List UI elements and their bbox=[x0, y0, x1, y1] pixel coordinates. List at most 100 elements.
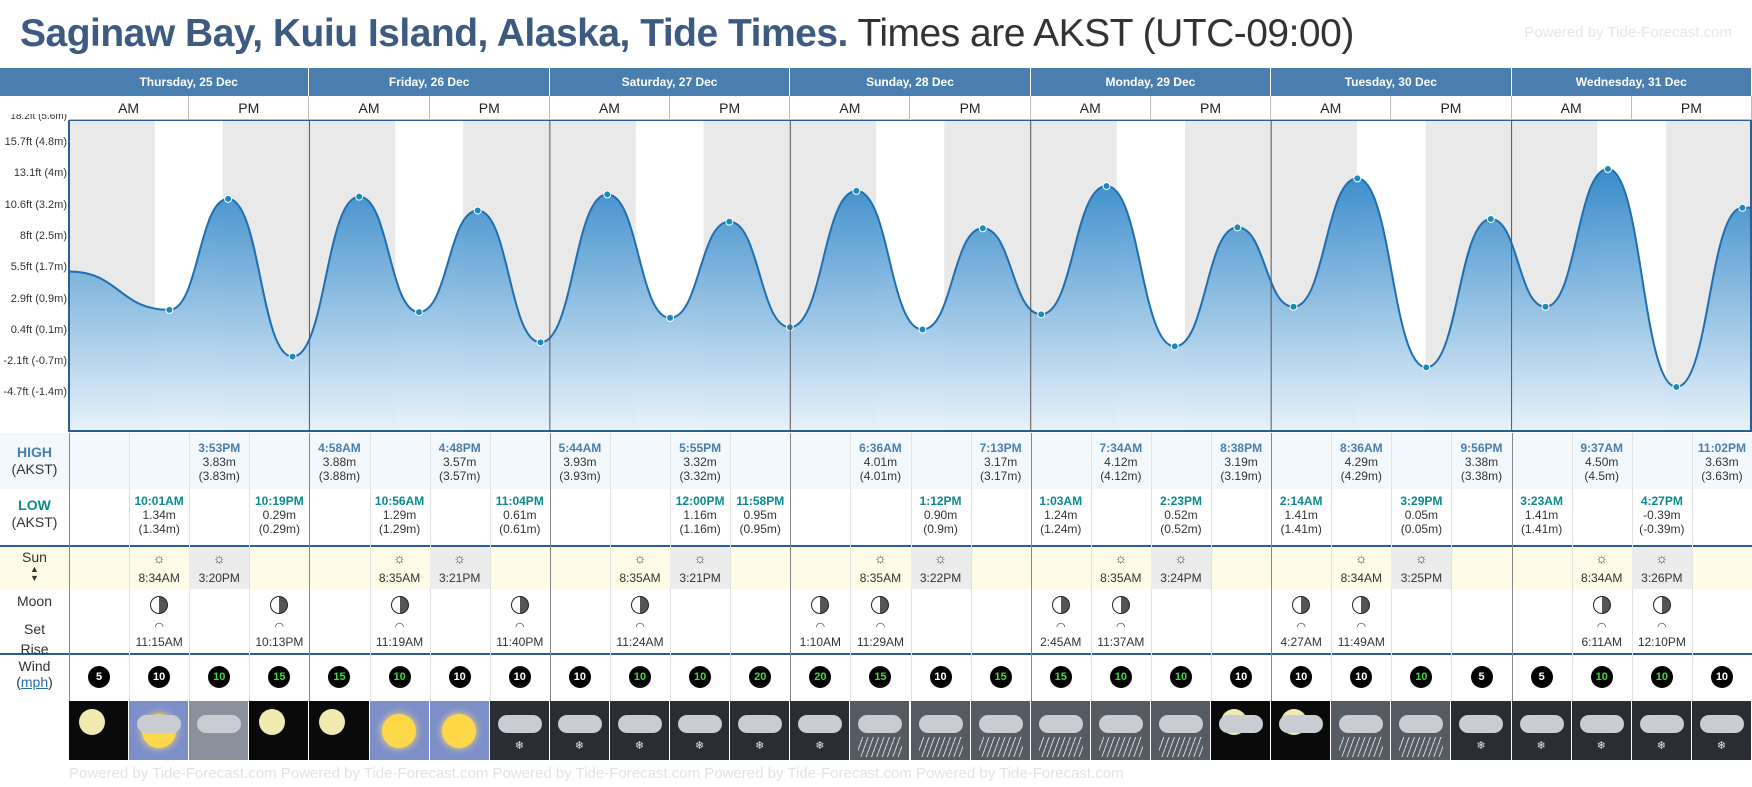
high-height-paren: (3.93m) bbox=[559, 469, 601, 483]
sunset-icon: ☼ bbox=[934, 550, 947, 566]
moon-glyph bbox=[259, 709, 286, 735]
low-height: 1.16m bbox=[683, 508, 717, 522]
tide-high-point[interactable] bbox=[1486, 214, 1495, 223]
low-height: 1.41m bbox=[1524, 508, 1559, 522]
high-row bbox=[0, 433, 1752, 489]
cloud-glyph bbox=[197, 715, 242, 733]
sunrise: ☼ 8:35AM bbox=[850, 547, 910, 589]
am-label: AM bbox=[549, 96, 671, 120]
rain-glyph bbox=[918, 737, 963, 757]
tide-low-point[interactable] bbox=[1672, 382, 1681, 391]
low-height-paren: (-0.39m) bbox=[1639, 522, 1685, 536]
tide-low-point[interactable] bbox=[1170, 342, 1179, 351]
high-height: 3.17m bbox=[983, 455, 1018, 469]
column-divider bbox=[489, 433, 491, 701]
low-height-paren: (0.52m) bbox=[1160, 522, 1202, 536]
low-height: 0.05m bbox=[1404, 508, 1439, 522]
wind-speed-icon: 10 bbox=[148, 666, 171, 688]
tz-label: (AKST) bbox=[11, 514, 58, 530]
day-header: Tuesday, 30 Dec bbox=[1271, 68, 1512, 96]
low-time: 2:23PM bbox=[1159, 494, 1202, 508]
row-divider bbox=[0, 653, 1752, 655]
tide-low-point[interactable] bbox=[536, 338, 545, 347]
wind-speed-icon: 10 bbox=[1169, 666, 1192, 688]
snow-glyph: ❄ bbox=[514, 740, 524, 752]
high-height: 3.57m bbox=[443, 455, 477, 469]
high-height: 4.12m bbox=[1104, 455, 1138, 469]
tide-low-point[interactable] bbox=[666, 313, 675, 322]
moon-rise-icon: ◠ bbox=[394, 621, 405, 633]
tide-chart bbox=[68, 120, 1752, 432]
snow-glyph: ❄ bbox=[815, 740, 825, 752]
low-height-paren: (0.9m) bbox=[923, 522, 958, 536]
moon-phase-icon bbox=[1292, 596, 1311, 614]
sunrise-icon: ☼ bbox=[1595, 550, 1609, 566]
moon-time: 6:11AM bbox=[1581, 635, 1622, 649]
weather-cloud-rain-icon bbox=[910, 701, 970, 760]
weather-cloud-rain-icon bbox=[970, 701, 1030, 760]
moon-set-icon: ◠ bbox=[1296, 621, 1306, 633]
high-cell: 8:36AM 4.29m (4.29m) bbox=[1331, 441, 1391, 483]
low-cell: 1:03AM 1.24m (1.24m) bbox=[1031, 494, 1091, 536]
moon-phase-icon bbox=[1051, 596, 1070, 614]
cloud-glyph bbox=[918, 715, 963, 733]
tide-high-point[interactable] bbox=[1353, 174, 1362, 183]
tide-high-point[interactable] bbox=[473, 206, 482, 215]
weather-moon-night-icon bbox=[69, 701, 129, 760]
high-time: 3:53PM bbox=[198, 441, 241, 455]
tide-high-point[interactable] bbox=[355, 192, 364, 201]
weather-cloud-snow-icon: ❄ bbox=[1691, 701, 1751, 760]
tide-low-point[interactable] bbox=[288, 352, 297, 361]
cloud-glyph bbox=[1098, 715, 1143, 733]
tide-low-point[interactable] bbox=[1422, 363, 1431, 372]
high-cell: 4:58AM 3.88m (3.88m) bbox=[309, 441, 369, 483]
sunrise-time: 8:35AM bbox=[619, 571, 661, 585]
tide-line bbox=[68, 168, 1752, 388]
tide-high-point[interactable] bbox=[1738, 203, 1747, 212]
high-cell: 4:48PM 3.57m (3.57m) bbox=[430, 441, 490, 483]
day-header: Thursday, 25 Dec bbox=[69, 68, 310, 96]
wind-speed-icon: 10 bbox=[1410, 666, 1433, 688]
high-height-paren: (3.57m) bbox=[439, 469, 481, 483]
powered-by-top[interactable]: Powered by Tide-Forecast.com bbox=[1524, 24, 1732, 41]
sun-row bbox=[0, 547, 1752, 589]
column-divider bbox=[1331, 433, 1333, 701]
low-cell: 11:04PM 0.61m (0.61m) bbox=[490, 494, 550, 536]
tide-high-point[interactable] bbox=[603, 190, 612, 199]
tide-high-point[interactable] bbox=[852, 186, 861, 195]
tide-low-point[interactable] bbox=[918, 325, 927, 334]
tide-high-point[interactable] bbox=[978, 224, 987, 233]
column-divider bbox=[609, 433, 611, 701]
moon-set-icon: ◠ bbox=[1055, 621, 1066, 633]
high-cell: 8:38PM 3.19m (3.19m) bbox=[1211, 441, 1271, 483]
powered-by-bottom[interactable]: Powered by Tide-Forecast.com Powered by … bbox=[69, 765, 1124, 782]
tide-high-point[interactable] bbox=[1233, 223, 1242, 232]
tide-low-point[interactable] bbox=[1037, 310, 1046, 319]
tide-high-point[interactable] bbox=[224, 194, 233, 203]
mph-link[interactable]: mph bbox=[20, 674, 49, 690]
sunset-time: 3:24PM bbox=[1160, 571, 1202, 585]
wind-unit-link[interactable]: (mph) bbox=[16, 674, 53, 690]
sunrise: ☼ 8:35AM bbox=[610, 547, 670, 589]
tide-low-point[interactable] bbox=[1541, 302, 1550, 311]
tide-high-point[interactable] bbox=[1603, 165, 1612, 174]
high-height-paren: (3.32m) bbox=[679, 469, 721, 483]
column-divider bbox=[1691, 433, 1693, 701]
sunset-time: 3:20PM bbox=[198, 571, 240, 585]
column-divider bbox=[1211, 433, 1213, 701]
pm-label: PM bbox=[670, 96, 791, 120]
low-time: 11:04PM bbox=[495, 494, 544, 508]
tide-high-point[interactable] bbox=[1102, 181, 1111, 190]
low-height: 1.41m bbox=[1284, 508, 1318, 522]
tide-low-point[interactable] bbox=[414, 308, 423, 317]
tide-high-point[interactable] bbox=[725, 217, 734, 226]
wind-speed-icon: 15 bbox=[1049, 666, 1072, 688]
moon-set-cell: ◠ 6:11AM bbox=[1572, 589, 1632, 653]
high-label: HIGH bbox=[17, 444, 52, 460]
tide-low-point[interactable] bbox=[165, 305, 174, 314]
cloud-glyph bbox=[1399, 715, 1444, 733]
sunset: ☼ 3:24PM bbox=[1150, 547, 1212, 589]
sunrise-icon: ☼ bbox=[393, 550, 406, 566]
tide-low-point[interactable] bbox=[1289, 302, 1298, 311]
high-height-paren: (3.17m) bbox=[979, 469, 1022, 483]
